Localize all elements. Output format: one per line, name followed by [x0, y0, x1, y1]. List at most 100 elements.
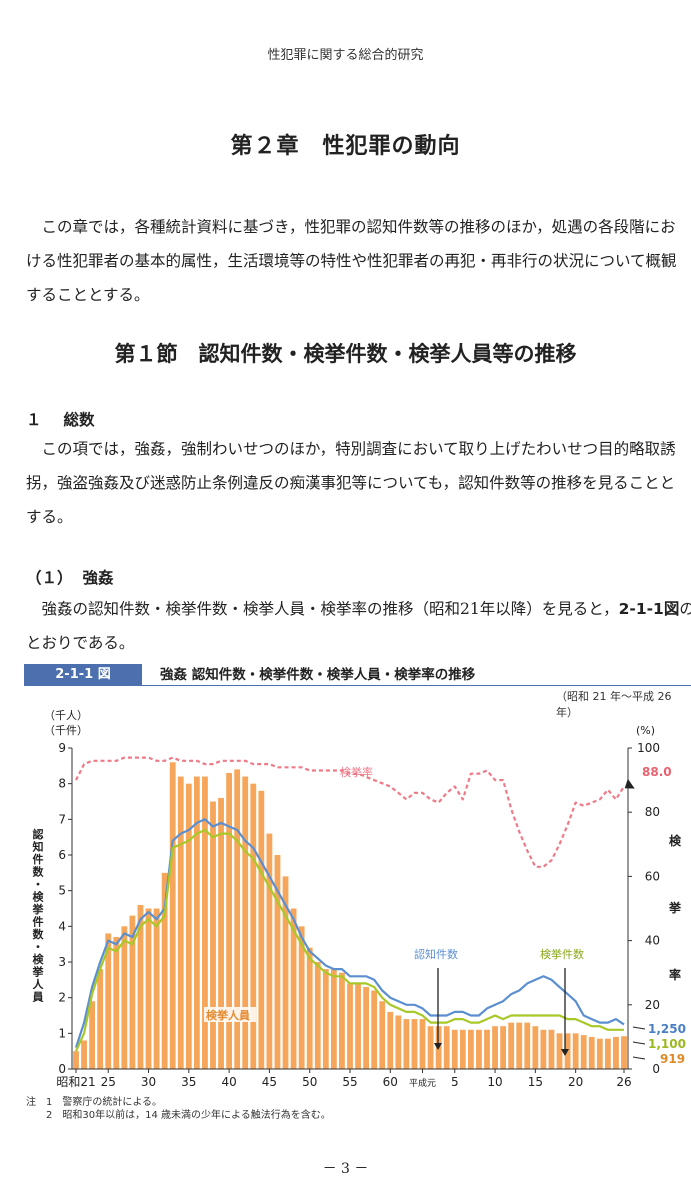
left-axis-label-char: 数: [33, 865, 45, 879]
end-rate-arrow: [624, 778, 635, 789]
bar-1972: [282, 876, 289, 1069]
item-paragraph-tail: の: [679, 600, 691, 618]
bar-1948: [89, 1001, 96, 1069]
intro-paragraph-line-1: この章では，各種統計資料に基づき，性犯罪の認知件数等の推移のほか，処遇の各段階に…: [26, 218, 676, 236]
bar-1950: [105, 933, 112, 1069]
left-axis-label-char: 検: [33, 952, 45, 966]
right-tick-label: 80: [645, 805, 660, 819]
right-axis-label-char: 率: [669, 967, 681, 982]
bar-1992: [443, 1026, 450, 1069]
bar-2001: [516, 1022, 523, 1069]
left-axis-label-char: 検: [33, 890, 45, 904]
left-axis-label-char: ・: [33, 878, 44, 891]
end-value-pointer-0: [632, 1026, 646, 1030]
bar-1984: [379, 1001, 386, 1069]
bar-1989: [419, 1019, 426, 1069]
left-axis-label-char: 件: [33, 852, 44, 866]
bar-1962: [202, 776, 208, 1069]
right-unit-percent: (%): [636, 724, 655, 737]
bar-1981: [355, 983, 361, 1069]
bar-1963: [210, 801, 216, 1069]
figure-note-2: 2 昭和30年以前は，14 歳未満の少年による触法行為を含む。: [26, 1110, 331, 1121]
left-axis-label-char: 人: [33, 977, 45, 991]
end-value-pointer-1: [632, 1041, 646, 1045]
bar-1994: [459, 1029, 466, 1069]
x-tick-label: 昭和21: [56, 1075, 95, 1089]
rate-series-label: 検挙率: [340, 765, 373, 779]
bar-2006: [556, 1033, 563, 1069]
bar-1976: [314, 962, 321, 1069]
bar-1965: [226, 772, 233, 1069]
subsection-paragraph-line-3: する。: [26, 508, 73, 526]
item-number: （１）: [26, 569, 73, 587]
bar-1957: [161, 872, 168, 1069]
bar-2011: [596, 1038, 603, 1069]
bar-1979: [339, 972, 345, 1069]
bar-1977: [322, 969, 329, 1069]
bar-1946: [73, 1051, 79, 1069]
right-tick-label: 100: [637, 741, 660, 755]
bar-1958: [169, 762, 176, 1069]
x-tick-label: 平成元: [409, 1077, 436, 1089]
left-tick-label: 9: [58, 741, 66, 755]
intro-paragraph-line-3: することとする。: [26, 286, 150, 304]
left-unit-thousand-cases: （千件）: [44, 724, 88, 737]
right-tick-label: 0: [652, 1062, 660, 1076]
section-title: 第１節 認知件数・検挙件数・検挙人員等の推移: [114, 341, 577, 366]
bar-1954: [137, 904, 144, 1069]
bar-2014: [621, 1036, 627, 1069]
left-axis-label-char: 挙: [32, 965, 45, 979]
bar-2012: [604, 1038, 611, 1069]
end-rate-value: 88.0: [642, 765, 672, 779]
x-tick-label: 15: [528, 1075, 543, 1089]
end-recognized-value: 1,250: [648, 1022, 686, 1036]
bar-1953: [129, 915, 136, 1069]
x-tick-label: 50: [302, 1075, 317, 1089]
left-tick-label: 5: [58, 884, 66, 898]
bar-2010: [588, 1036, 595, 1069]
left-tick-label: 6: [58, 848, 66, 862]
bar-2013: [613, 1036, 619, 1069]
x-tick-label: 55: [342, 1075, 357, 1089]
running-header: 性犯罪に関する総合的研究: [267, 48, 424, 63]
figure-title-rule: [142, 685, 691, 686]
figure-period: （昭和 21 年～平成 26 年）: [556, 690, 672, 719]
bar-1999: [500, 1026, 507, 1069]
bar-1986: [395, 1015, 402, 1069]
arrested-bars: [73, 762, 627, 1069]
bar-1949: [97, 969, 104, 1069]
x-tick-label: 40: [221, 1075, 236, 1089]
left-unit-thousand-persons: （千人）: [44, 709, 88, 722]
figure-badge: 2-1-1 図: [24, 664, 142, 686]
left-tick-label: 4: [58, 919, 66, 933]
left-tick-label: 3: [58, 955, 66, 969]
bar-2009: [580, 1035, 587, 1069]
left-axis-label-char: 認: [33, 827, 44, 841]
bar-1969: [258, 790, 265, 1069]
bar-1967: [242, 776, 249, 1069]
bar-1952: [121, 926, 128, 1069]
left-axis-label-char: 員: [32, 991, 44, 1004]
end-cleared-value: 1,100: [648, 1037, 686, 1051]
bar-1955: [145, 908, 152, 1069]
x-tick-label: 25: [101, 1075, 116, 1089]
bar-1947: [81, 1040, 87, 1069]
x-tick-label: 20: [568, 1075, 583, 1089]
right-tick-label: 20: [645, 998, 660, 1012]
left-axis-label-char: 件: [33, 915, 44, 929]
bar-1998: [492, 1026, 498, 1069]
x-tick-label: 60: [383, 1075, 398, 1089]
bar-1956: [153, 908, 160, 1069]
end-value-pointer-2: [632, 1056, 646, 1060]
left-tick-label: 8: [58, 777, 66, 791]
x-tick-label: 5: [451, 1075, 459, 1089]
bar-1985: [387, 1011, 394, 1069]
bar-1959: [177, 776, 184, 1069]
bar-1983: [371, 990, 378, 1069]
clearance-rate-line: [75, 756, 625, 868]
subsection-paragraph-line-1: この項では，強姦，強制わいせつのほか，特別調査において取り上げたわいせつ目的略取…: [26, 440, 676, 458]
item-paragraph-line-1: 強姦の認知件数・検挙件数・検挙人員・検挙率の推移（昭和21年以降）を見ると，2-…: [26, 592, 691, 626]
recognized-series-label: 認知件数: [414, 947, 458, 961]
intro-paragraph-line-2: ける性犯罪者の基本的属性，生活環境等の特性や性犯罪者の再犯・再非行の状況について…: [26, 252, 677, 270]
